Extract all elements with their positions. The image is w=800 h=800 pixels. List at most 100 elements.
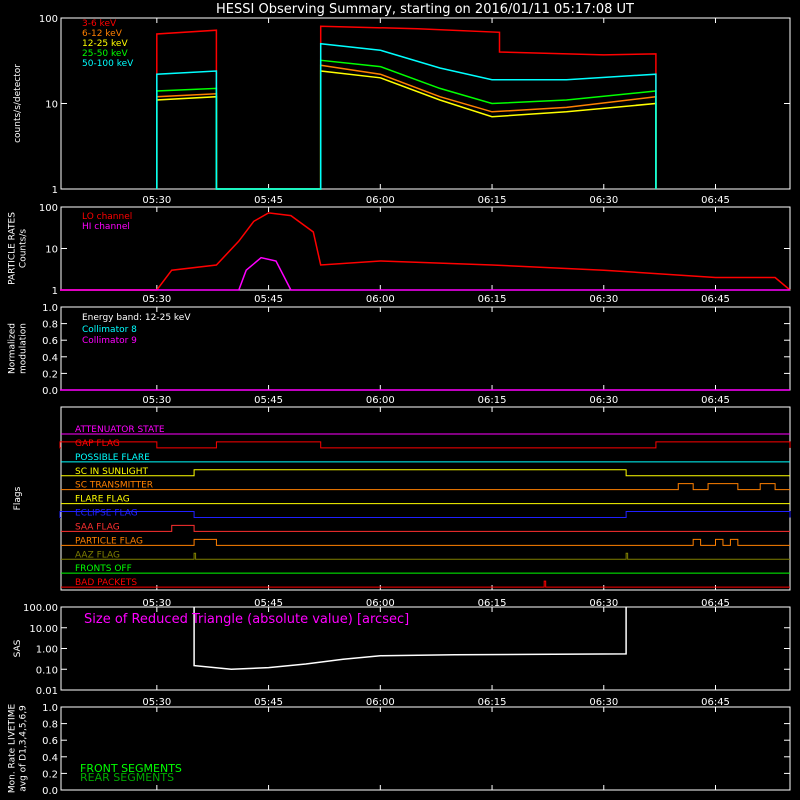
series-line (156, 25, 657, 190)
legend-entry: 6-12 keV (82, 29, 123, 39)
panel-frame (60, 706, 791, 791)
y-tick-label: 100 (39, 203, 58, 214)
legend-entry: LO channel (82, 212, 132, 222)
flag-label: SAA FLAG (75, 522, 120, 532)
legend-entry: HI channel (82, 222, 130, 232)
y-axis-label: Normalized (8, 323, 18, 374)
y-tick-label: 0.4 (42, 353, 58, 364)
flag-line (61, 552, 790, 560)
annotation: Energy band: 12-25 keV (82, 313, 191, 323)
y-tick-label: 1 (52, 286, 58, 297)
x-tick-label: 06:00 (366, 294, 395, 305)
y-tick-label: 0.8 (42, 720, 58, 731)
panel-frame (60, 206, 791, 291)
flag-label: ATTENUATOR STATE (75, 425, 165, 435)
flag-label: ECLIPSE FLAG (75, 509, 138, 519)
flag-label: SC TRANSMITTER (75, 481, 153, 491)
y-tick-label: 1.0 (42, 303, 58, 314)
y-axis-label: avg of D1,3,4,5,6,9 (19, 705, 29, 792)
flag-label: POSSIBLE FLARE (75, 453, 150, 463)
y-tick-label: 10.00 (29, 624, 58, 635)
flag-label: AAZ FLAG (75, 550, 120, 560)
series-line (156, 42, 657, 190)
panel-frame (60, 406, 791, 591)
panel-modulation: Normalized modulation 0.0 0.2 0.4 0.6 0.8 1.0 05… (8, 303, 791, 406)
y-tick-label: 0.2 (42, 769, 58, 780)
x-tick-label: 05:45 (254, 195, 283, 206)
flag-label: FLARE FLAG (75, 495, 130, 505)
x-tick-label: 06:30 (589, 294, 618, 305)
panel-flags: Flags 05:30 05:45 06:00 06:15 06:30 06:45 ATTEN… (13, 406, 791, 609)
flag-label: SC IN SUNLIGHT (75, 467, 149, 477)
y-tick-label: 0.4 (42, 753, 58, 764)
y-tick-label: 0.01 (36, 686, 58, 697)
annotation: Size of Reduced Triangle (absolute value… (84, 612, 409, 627)
series-line (156, 64, 657, 190)
y-axis-label: Flags (13, 486, 23, 510)
x-tick-label: 06:30 (589, 195, 618, 206)
x-tick-label: 06:45 (701, 294, 730, 305)
flag-line (61, 483, 790, 491)
x-tick-label: 06:15 (478, 294, 507, 305)
legend-entry: FRONT SEGMENTS (80, 762, 182, 775)
x-tick-label: 05:30 (142, 395, 171, 406)
y-tick-label: 10 (45, 245, 58, 256)
x-tick-label: 06:00 (366, 598, 395, 609)
legend-entry: 25-50 keV (82, 49, 128, 59)
x-tick-label: 06:15 (478, 195, 507, 206)
x-tick-label: 05:30 (142, 598, 171, 609)
panel-count-rates: counts/s/detector 1 10 100 05:30 05:45 06:00 06… (13, 14, 791, 206)
series-line (60, 256, 790, 291)
y-tick-label: 0.0 (42, 786, 58, 797)
x-tick-label: 06:30 (589, 598, 618, 609)
legend-entry: REAR SEGMENTS (80, 771, 174, 784)
plot-title: HESSI Observing Summary, starting on 201… (216, 2, 634, 17)
flag-line (61, 524, 790, 532)
y-axis-label: Mon. Rate LIVETIME (8, 704, 18, 794)
x-tick-label: 06:15 (478, 697, 507, 708)
y-tick-label: 10 (45, 100, 58, 111)
y-axis-label: SAS (13, 639, 23, 657)
series-line (156, 59, 657, 190)
y-tick-label: 0.0 (42, 386, 58, 397)
y-tick-label: 0.8 (42, 320, 58, 331)
y-tick-label: 1.0 (42, 703, 58, 714)
y-tick-label: 0.10 (36, 665, 58, 676)
series-line (193, 607, 627, 671)
flag-line (61, 580, 790, 588)
x-tick-label: 05:45 (254, 294, 283, 305)
x-tick-label: 06:30 (589, 395, 618, 406)
x-tick-label: 05:30 (142, 294, 171, 305)
legend-entry: 50-100 keV (82, 59, 134, 69)
panel-particle-rates: PARTICLE RATES Counts/s 1 10 100 05:30 05:45 06… (8, 203, 791, 305)
y-axis-label: modulation (19, 323, 29, 374)
flag-line (61, 538, 790, 546)
y-tick-label: 100.00 (23, 603, 58, 614)
flag-line (61, 469, 790, 477)
y-tick-label: 1 (52, 185, 58, 196)
flag-label: BAD PACKETS (75, 578, 137, 588)
panel-frame (60, 17, 791, 190)
y-axis-label: counts/s/detector (13, 64, 23, 143)
flag-label: PARTICLE FLAG (75, 536, 143, 546)
panel-sas: SAS 0.01 0.10 1.00 10.00 100.00 05:30 05:45 06:0… (13, 603, 791, 708)
x-tick-label: 06:45 (701, 697, 730, 708)
series-line (60, 212, 791, 291)
flag-label: FRONTS OFF (75, 564, 132, 574)
x-tick-label: 05:30 (142, 195, 171, 206)
panel-livetime: Mon. Rate LIVETIME avg of D1,3,4,5,6,9 0.0… (8, 703, 791, 797)
legend-entry: Collimator 8 (82, 325, 137, 335)
x-tick-label: 05:45 (254, 697, 283, 708)
y-tick-label: 0.2 (42, 369, 58, 380)
x-tick-label: 06:00 (366, 395, 395, 406)
flag-line (59, 441, 791, 449)
x-tick-label: 05:30 (142, 697, 171, 708)
x-tick-label: 06:30 (589, 697, 618, 708)
y-tick-label: 0.6 (42, 736, 58, 747)
flag-label: GAP FLAG (75, 439, 120, 449)
x-tick-label: 06:45 (701, 195, 730, 206)
y-tick-label: 100 (39, 14, 58, 25)
y-axis-label: Counts/s (19, 229, 29, 268)
series-line (156, 70, 657, 190)
